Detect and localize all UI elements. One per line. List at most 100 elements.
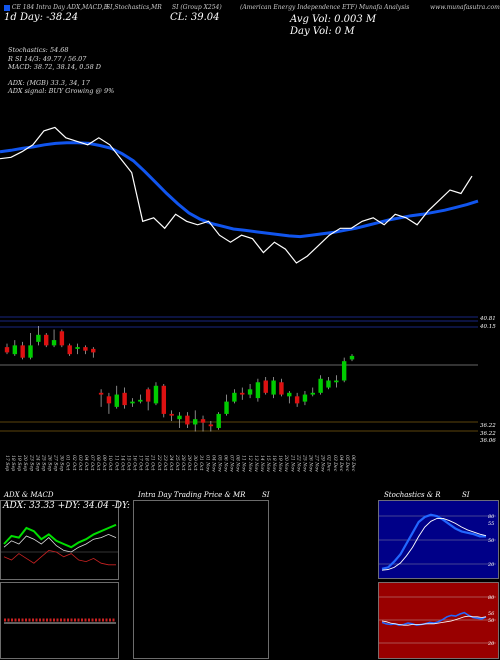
candle-up [51,340,57,346]
date-label: 14 Oct [119,455,125,471]
date-label: 09 Oct [101,455,107,471]
date-label: 29 Oct [186,454,192,471]
stochastics-panel: 80 50 20 55 [378,500,499,579]
price-label: 40.15 [479,324,496,330]
candle-up [287,392,292,397]
candle-up [232,392,237,402]
date-label: 17 Sep [4,455,10,471]
price-label: 36.22 [480,423,496,429]
stochastic-k-line [381,513,486,570]
candle-up [349,355,355,360]
adx-white-line [3,533,117,553]
candle-up [310,392,315,395]
date-label: 05 Dec [344,455,350,472]
stoch-tick: 20 [487,562,495,568]
candle-up [130,401,135,404]
candle-down [20,345,25,358]
candle-up [12,345,18,355]
date-label: 23 Sep [28,454,34,471]
short-name: SI (Group X254) [172,4,222,11]
adx-red-line [3,549,116,566]
rsi-signal-line [381,615,487,626]
date-label: 31 Oct [198,455,204,471]
company-name: (American Energy Independence ETF) Munaf… [240,4,410,11]
date-label: 18 Nov [271,455,277,472]
candle-up [28,345,33,358]
adx-green-line [3,523,117,549]
date-label: 30 Oct [192,455,198,471]
date-label: 07 Nov [229,455,235,472]
rsi-tick: 50 [488,618,495,624]
date-label: 20 Sep [22,454,28,471]
date-label: 23 Oct [162,454,168,471]
date-label: 30 Sep [59,455,65,471]
rsi-value-label: 56 [488,611,495,617]
candle-up [216,413,221,428]
date-label: 02 Dec [326,455,332,472]
rsi-panel: 80 50 20 56 [378,582,499,659]
rsi-value: R SI 14/3: 49.77 / 56.07 [8,55,87,63]
date-label: 16 Oct [132,455,138,471]
date-label: 03 Dec [332,455,338,472]
intraday-panel-title: Intra Day Trading Price & MR [138,491,246,499]
symbol-line: CE 184 Intra Day ADX,MACD,B [11,4,109,11]
date-label: 27 Nov [314,454,320,472]
candle-down [208,424,214,427]
intraday-panel-si: SI [262,491,270,499]
date-label: 01 Nov [204,455,210,472]
date-label: 11 Nov [241,455,247,472]
date-label: 13 Nov [253,455,259,472]
intraday-panel [133,500,269,659]
date-label: 27 Sep [53,454,59,471]
rsi-line [381,611,487,627]
candle-down [59,331,65,346]
candle-down [169,413,174,416]
date-label: 08 Nov [235,455,241,472]
date-label: 26 Sep [47,454,53,471]
moving-average-line [0,141,479,239]
date-label: 19 Nov [277,455,283,472]
date-label: 21 Oct [150,454,156,471]
date-label: 22 Oct [156,454,162,471]
candle-down [44,334,49,346]
date-label: 18 Sep [10,455,16,471]
date-label: 24 Sep [34,454,40,471]
header-line: CE 184 Intra Day ADX,MACD,B [4,4,108,11]
candle-down [106,396,112,404]
candle-up [334,380,339,383]
candle-up [138,399,143,402]
date-label: 04 Dec [338,455,344,472]
candle-up [224,401,229,414]
day-change: 1d Day: -38.24 [4,12,79,23]
adx-value: ADX: (MGB) 33.3, 34, 17 [8,79,90,87]
macd-value: MACD: 38.72, 38.14, 0.58 D [8,63,102,71]
avg-volume: Avg Vol: 0.003 M [290,14,377,25]
date-label: 26 Nov [308,454,314,472]
date-label: 15 Nov [265,455,271,472]
candle-down [185,415,190,425]
candle-up [271,380,276,395]
date-label: 25 Sep [40,454,46,471]
candle-up [177,415,182,420]
date-label: 15 Oct [125,455,131,471]
candle-up [114,394,119,407]
candle-up [318,378,323,393]
date-label: 06 Nov [223,455,229,472]
date-label: 01 Oct [65,455,71,471]
date-label: 03 Oct [77,455,83,471]
stochastics-value: Stochastics: 54.68 [8,46,69,54]
candle-up [302,394,308,402]
stoch-panel-title: Stochastics & R [384,491,441,499]
candle-down [294,396,300,404]
candle-up [326,380,331,388]
date-label: 04 Nov [210,455,216,472]
stoch-tick: 80 [488,514,495,520]
candle-up [75,347,80,349]
date-label: 18 Oct [144,455,150,471]
macd-panel [0,582,119,659]
date-label: 06 Dec [350,455,356,472]
candle-down [122,392,127,406]
price-label: 40.81 [479,316,496,322]
legend-swatch [4,4,10,11]
candle-up [153,385,159,404]
